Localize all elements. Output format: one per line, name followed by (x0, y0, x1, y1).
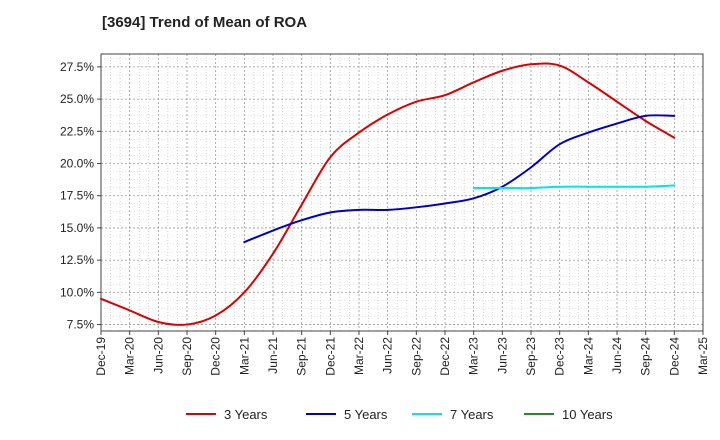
x-tick-label: Sep-20 (180, 337, 194, 376)
y-tick-label: 10.0% (60, 285, 94, 299)
series-line-5-years (243, 114, 676, 244)
x-tick-label: Jun-24 (610, 337, 624, 374)
x-tick-label: Mar-22 (352, 337, 366, 375)
x-tick-label: Dec-21 (323, 337, 337, 376)
x-tick-label: Jun-23 (495, 337, 509, 374)
series-line-7-years (472, 184, 676, 190)
chart-title: [3694] Trend of Mean of ROA (102, 14, 308, 31)
x-tick-label: Dec-20 (209, 337, 223, 376)
x-tick-label: Sep-21 (295, 337, 309, 376)
x-tick-label: Jun-21 (266, 337, 280, 374)
x-tick-label: Dec-19 (94, 337, 108, 376)
x-tick-label: Dec-22 (438, 337, 452, 376)
plot-area (101, 54, 703, 331)
x-tick-label: Sep-22 (409, 337, 423, 376)
y-tick-label: 20.0% (60, 157, 94, 171)
x-tick-label: Mar-20 (123, 337, 137, 375)
x-tick-label: Sep-24 (639, 337, 653, 376)
x-tick-label: Mar-21 (237, 337, 251, 375)
legend-label-10-years: 10 Years (562, 407, 613, 422)
y-tick-label: 25.0% (60, 92, 94, 106)
x-tick-label: Sep-23 (524, 337, 538, 376)
x-tick-label: Dec-24 (667, 337, 681, 376)
x-tick-label: Dec-23 (553, 337, 567, 376)
y-tick-label: 17.5% (60, 189, 94, 203)
y-tick-label: 12.5% (60, 253, 94, 267)
x-tick-label: Mar-24 (581, 337, 595, 375)
y-tick-label: 22.5% (60, 124, 94, 138)
y-tick-label: 15.0% (60, 221, 94, 235)
y-tick-label: 7.5% (67, 318, 95, 332)
x-tick-label: Mar-25 (696, 337, 710, 375)
x-tick-label: Jun-22 (381, 337, 395, 374)
x-tick-label: Jun-20 (151, 337, 165, 374)
series-line-3-years (100, 62, 676, 326)
legend-label-5-years: 5 Years (344, 407, 388, 422)
plot-frame (100, 53, 704, 332)
legend-label-3-years: 3 Years (224, 407, 268, 422)
x-tick-label: Mar-23 (467, 337, 481, 375)
legend-label-7-years: 7 Years (450, 407, 494, 422)
y-tick-label: 27.5% (60, 60, 94, 74)
